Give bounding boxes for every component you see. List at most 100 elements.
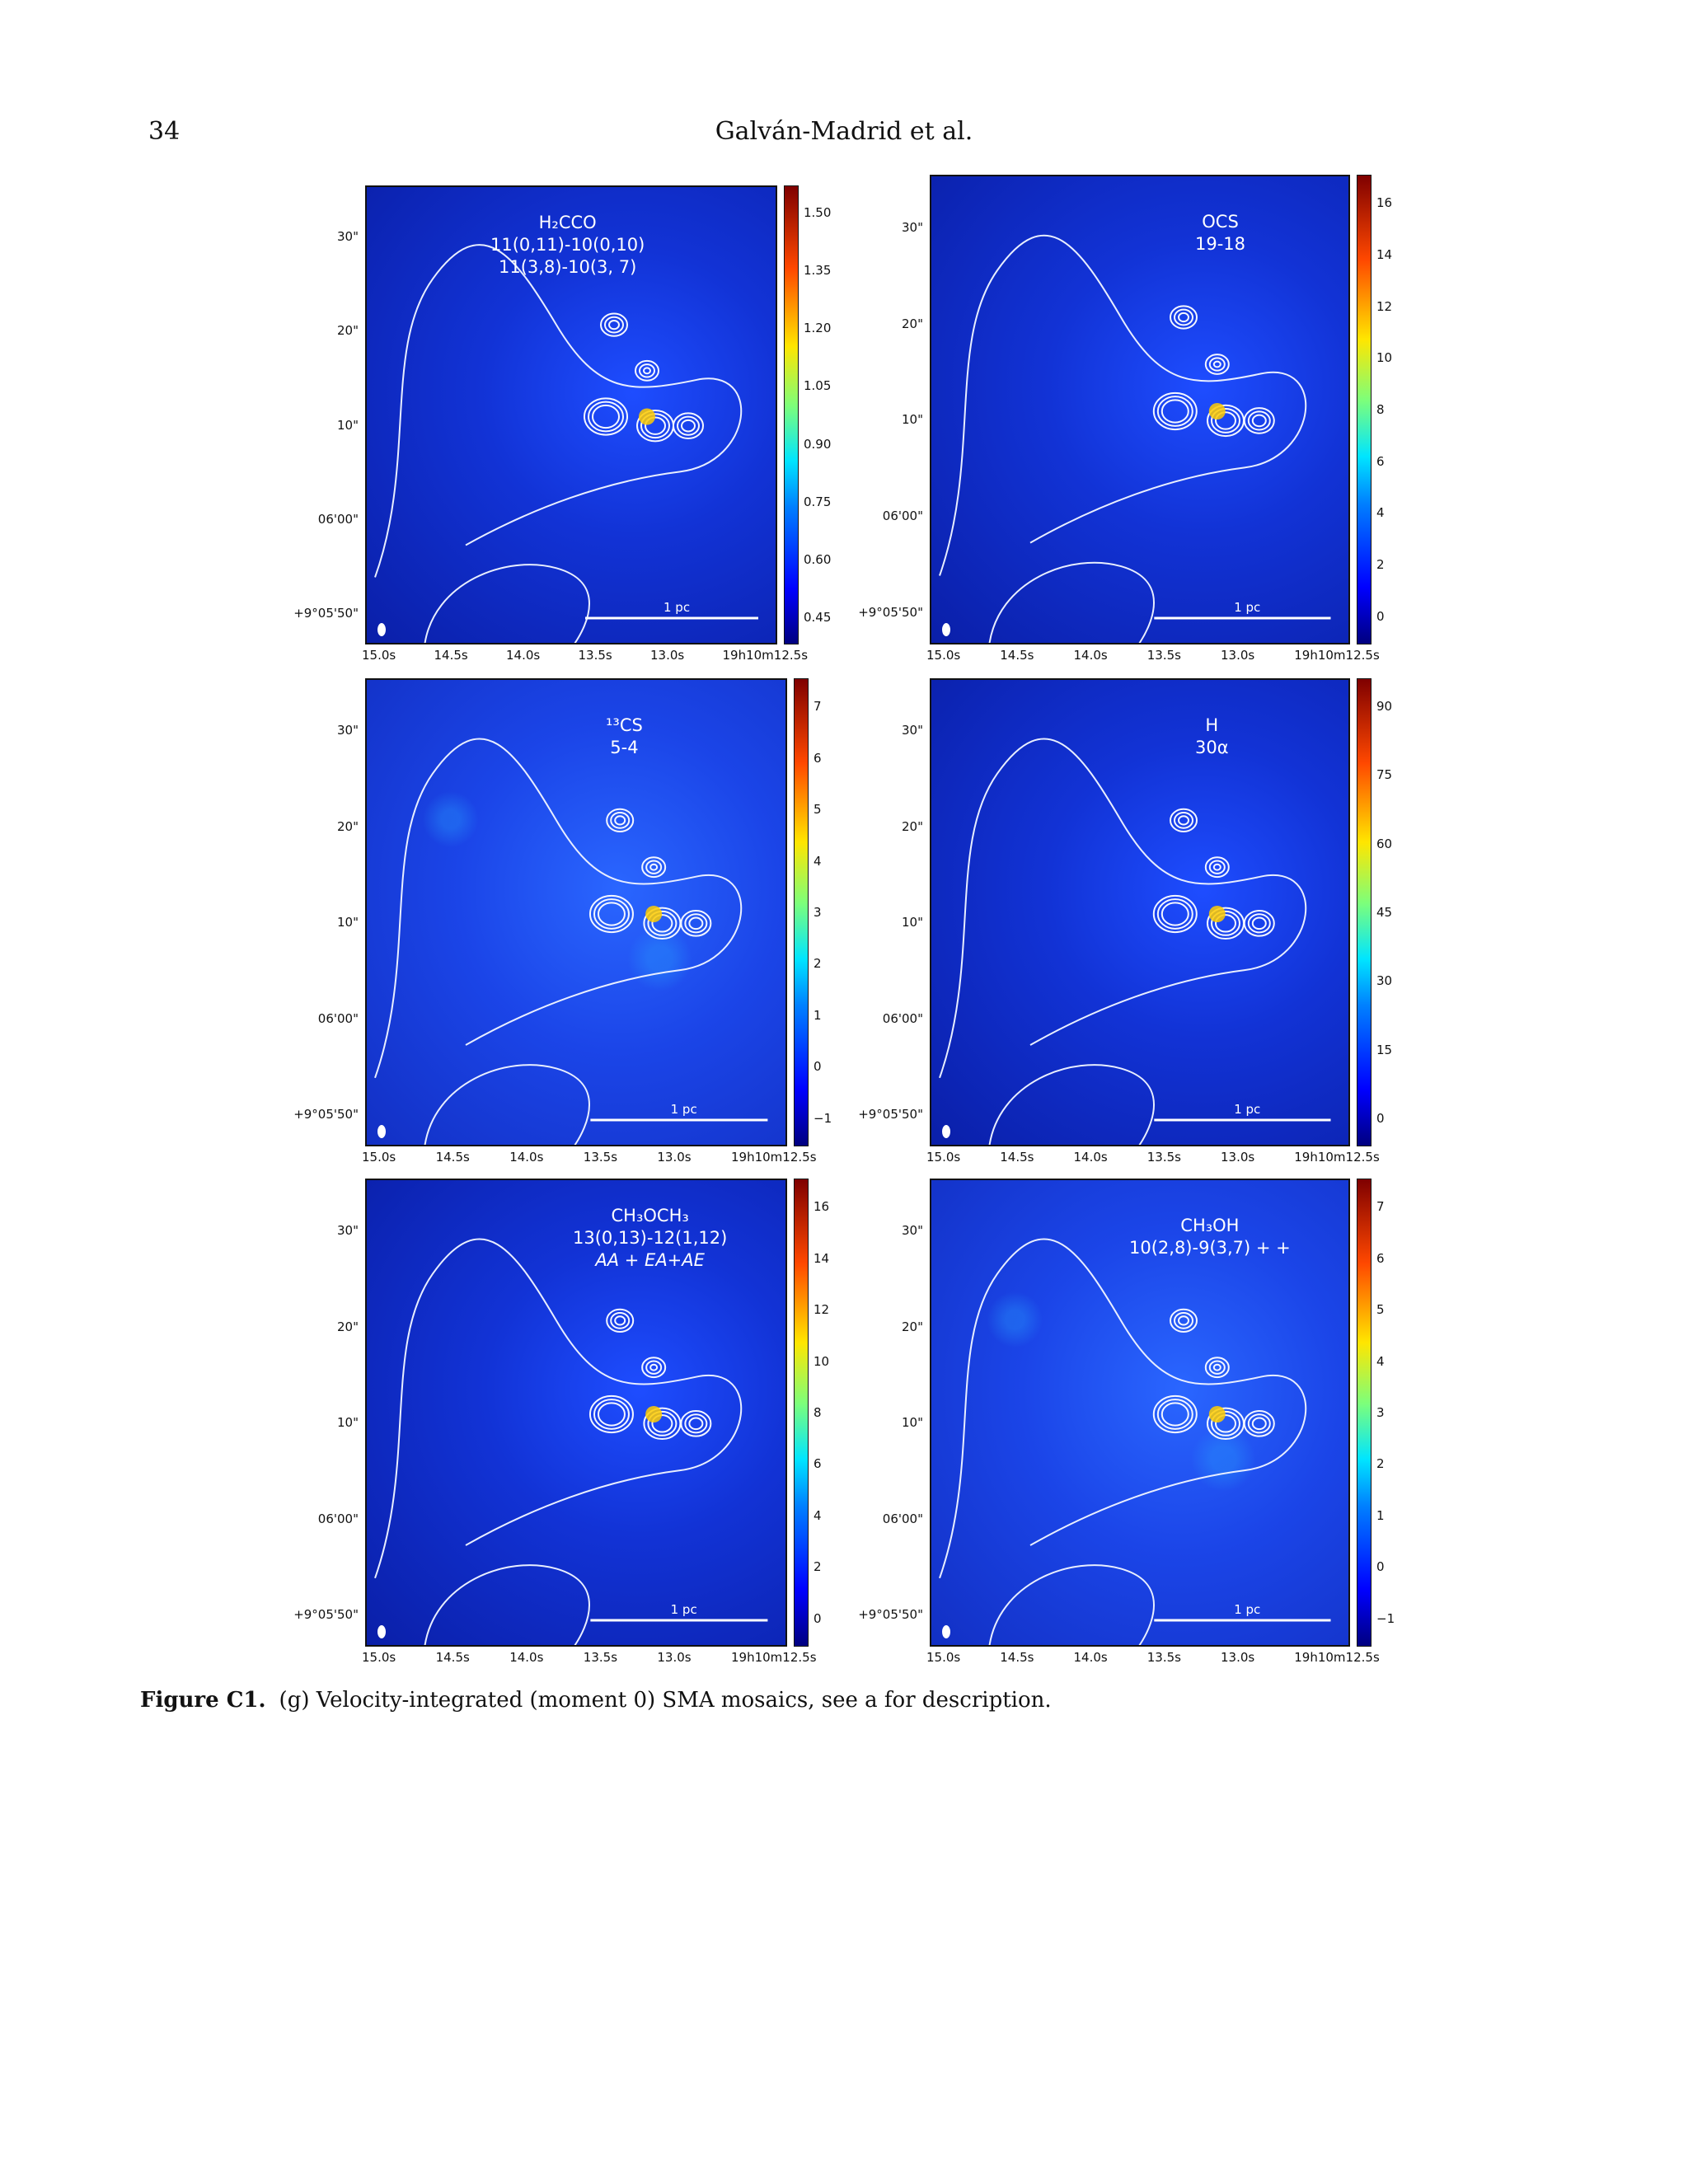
running-head: Galván-Madrid et al.	[715, 117, 973, 146]
beam-ellipse	[377, 623, 386, 636]
colorbar-tick-label: 4	[814, 1507, 822, 1523]
x-tick-label: 19h10m12.5s	[1294, 1650, 1380, 1665]
line-label-row: 11(3,8)-10(3, 7)	[499, 257, 637, 277]
line-label: H 30α	[1195, 715, 1229, 759]
colorbar-tick-label: −1	[814, 1110, 832, 1126]
x-tick-label: 14.0s	[509, 1150, 544, 1165]
line-label: ¹³CS 5-4	[606, 715, 643, 759]
colorbar-tick-label: 7	[1376, 1199, 1385, 1215]
x-tick-label: 15.0s	[926, 1650, 961, 1665]
scalebar-label: 1 pc	[1234, 600, 1261, 615]
contour-overlay	[939, 234, 1331, 643]
contour-overlay	[374, 738, 768, 1145]
colorbar-tick-label: −1	[1376, 1610, 1395, 1626]
colorbar	[1357, 678, 1372, 1146]
line-label-row: AA + EA+AE	[595, 1250, 705, 1270]
colorbar-tick-label: 5	[814, 802, 822, 818]
colorbar-tick-label: 5	[1376, 1302, 1385, 1318]
y-tick-label: +9°05'50"	[858, 605, 923, 621]
x-tick-label: 13.0s	[1221, 1650, 1255, 1665]
x-tick-label: 19h10m12.5s	[722, 648, 809, 663]
colorbar	[1357, 175, 1372, 644]
x-tick-label: 15.0s	[362, 648, 396, 663]
line-label: CH₃OH 10(2,8)-9(3,7) + +	[1129, 1215, 1291, 1259]
x-tick-label: 15.0s	[926, 1150, 961, 1165]
beam-ellipse	[942, 1625, 950, 1638]
colorbar	[794, 678, 809, 1146]
y-tick-label: +9°05'50"	[293, 1607, 359, 1623]
x-tick-label: 14.5s	[1000, 1650, 1034, 1665]
y-tick-label: 20"	[902, 818, 923, 834]
x-tick-label: 13.0s	[657, 1150, 692, 1165]
y-tick-label: 10"	[902, 915, 923, 930]
y-tick-label: +9°05'50"	[858, 1607, 923, 1623]
caption-label: Figure C1.	[140, 1688, 266, 1713]
x-tick-label: 19h10m12.5s	[1294, 1150, 1380, 1165]
x-tick-label: 14.5s	[1000, 648, 1034, 663]
colorbar-tick-label: 1.35	[804, 263, 832, 279]
moment0-map: 1 pc H₂CCO 11(0,11)-10(0,10) 11(3,8)-10(3, …	[365, 185, 777, 644]
contour-overlay	[374, 1238, 768, 1645]
colorbar-tick-label: 15	[1376, 1042, 1393, 1057]
y-tick-label: 30"	[337, 723, 359, 738]
colorbar-tick-label: 10	[814, 1353, 830, 1369]
colorbar-tick-label: 6	[1376, 453, 1385, 469]
colorbar-tick-label: 75	[1376, 767, 1393, 783]
y-tick-label: 10"	[337, 1415, 359, 1431]
page-number: 34	[148, 117, 181, 146]
colorbar	[794, 1179, 809, 1647]
beam-ellipse	[377, 1625, 386, 1638]
colorbar-tick-label: 0.90	[804, 436, 832, 452]
moment0-map: 1 pc CH₃OCH₃ 13(0,13)-12(1,12) AA + EA+AE	[365, 1179, 787, 1647]
x-tick-label: 13.0s	[650, 648, 685, 663]
y-tick-label: 10"	[337, 417, 359, 433]
line-label-row: OCS	[1202, 212, 1239, 232]
x-tick-label: 13.5s	[583, 1150, 618, 1165]
y-tick-label: 20"	[902, 316, 923, 331]
caption-text: (g) Velocity-integrated (moment 0) SMA m…	[279, 1688, 1052, 1713]
colorbar-tick-label: 12	[814, 1302, 830, 1318]
colorbar-tick-label: 30	[1376, 973, 1393, 989]
moment0-map: 1 pc OCS 19-18	[930, 175, 1350, 644]
colorbar-tick-label: 2	[814, 1559, 822, 1575]
colorbar-tick-label: 3	[1376, 1405, 1385, 1420]
colorbar-tick-label: 1	[814, 1007, 822, 1023]
colorbar-tick-label: 1	[1376, 1507, 1385, 1523]
y-tick-label: +9°05'50"	[293, 1107, 359, 1122]
y-tick-label: 30"	[902, 1223, 923, 1239]
y-tick-label: 20"	[337, 818, 359, 834]
colorbar-tick-label: 16	[1376, 195, 1393, 211]
y-tick-label: 30"	[337, 1223, 359, 1239]
x-tick-label: 19h10m12.5s	[731, 1650, 817, 1665]
colorbar-tick-label: 0.75	[804, 494, 832, 509]
scalebar-label: 1 pc	[1234, 1102, 1261, 1117]
x-tick-label: 13.5s	[1146, 648, 1181, 663]
colorbar-tick-label: 8	[1376, 402, 1385, 417]
x-tick-label: 14.5s	[435, 1150, 470, 1165]
x-tick-label: 13.0s	[1221, 648, 1255, 663]
colorbar-tick-label: 1.05	[804, 378, 832, 394]
line-label-row: 10(2,8)-9(3,7) + +	[1129, 1238, 1291, 1258]
colorbar-tick-label: 6	[814, 1456, 822, 1472]
y-tick-label: 06'00"	[317, 511, 359, 527]
x-tick-label: 14.5s	[434, 648, 468, 663]
colorbar-tick-label: 8	[814, 1405, 822, 1420]
line-label-row: 13(0,13)-12(1,12)	[573, 1228, 728, 1248]
line-label: OCS 19-18	[1195, 211, 1245, 255]
x-tick-label: 13.5s	[1146, 1650, 1181, 1665]
colorbar-tick-label: 6	[1376, 1250, 1385, 1266]
y-tick-label: 10"	[337, 915, 359, 930]
y-tick-label: 30"	[337, 229, 359, 245]
contour-overlay	[939, 738, 1331, 1145]
scalebar-label: 1 pc	[663, 600, 691, 615]
y-tick-label: 06'00"	[882, 1010, 923, 1026]
x-tick-label: 13.5s	[583, 1650, 618, 1665]
x-tick-label: 14.5s	[435, 1650, 470, 1665]
x-tick-label: 14.0s	[506, 648, 541, 663]
x-tick-label: 14.0s	[1073, 648, 1108, 663]
line-label-row: ¹³CS	[606, 715, 643, 735]
colorbar-tick-label: 2	[1376, 1456, 1385, 1472]
x-tick-label: 14.0s	[509, 1650, 544, 1665]
x-tick-label: 13.5s	[578, 648, 612, 663]
moment0-map: 1 pc H 30α	[930, 678, 1350, 1146]
